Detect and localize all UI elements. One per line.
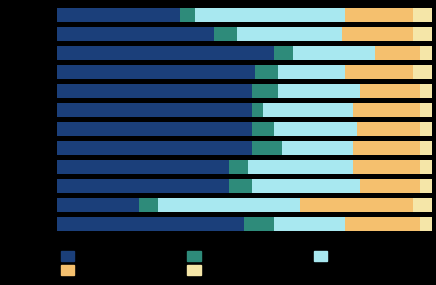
Bar bbox=[293, 46, 375, 60]
Bar bbox=[263, 103, 353, 117]
Bar bbox=[214, 27, 237, 41]
Bar bbox=[420, 84, 432, 98]
Bar bbox=[345, 8, 413, 22]
Bar bbox=[345, 65, 413, 79]
Bar bbox=[353, 141, 420, 155]
Bar bbox=[244, 217, 274, 231]
Bar bbox=[274, 122, 357, 136]
Bar bbox=[420, 103, 432, 117]
Bar bbox=[420, 141, 432, 155]
Bar bbox=[361, 179, 420, 193]
Bar bbox=[274, 46, 293, 60]
Bar bbox=[57, 46, 274, 60]
Bar bbox=[252, 84, 278, 98]
Bar bbox=[57, 141, 252, 155]
Bar bbox=[57, 198, 139, 212]
Bar bbox=[57, 217, 244, 231]
Bar bbox=[195, 8, 345, 22]
Bar bbox=[229, 160, 248, 174]
Bar bbox=[420, 46, 432, 60]
Bar bbox=[139, 198, 158, 212]
Bar bbox=[353, 103, 420, 117]
Bar bbox=[357, 122, 420, 136]
Bar bbox=[375, 46, 420, 60]
Bar bbox=[278, 84, 361, 98]
Bar bbox=[274, 217, 345, 231]
Bar bbox=[252, 179, 361, 193]
Bar bbox=[57, 8, 181, 22]
Bar bbox=[413, 8, 432, 22]
Bar bbox=[252, 103, 263, 117]
Bar bbox=[57, 27, 214, 41]
Bar bbox=[57, 103, 252, 117]
Bar bbox=[229, 179, 252, 193]
Bar bbox=[420, 179, 432, 193]
Bar bbox=[361, 84, 420, 98]
Bar bbox=[255, 65, 278, 79]
Bar bbox=[345, 217, 420, 231]
Bar bbox=[413, 198, 432, 212]
Bar bbox=[158, 198, 300, 212]
Bar bbox=[420, 217, 432, 231]
Bar bbox=[248, 160, 353, 174]
Bar bbox=[237, 27, 342, 41]
Bar bbox=[413, 65, 432, 79]
Bar bbox=[57, 160, 229, 174]
Bar bbox=[57, 179, 229, 193]
Bar bbox=[420, 160, 432, 174]
Bar bbox=[300, 198, 413, 212]
Bar bbox=[252, 122, 274, 136]
Bar bbox=[57, 122, 252, 136]
Bar bbox=[282, 141, 353, 155]
Bar bbox=[252, 141, 282, 155]
Bar bbox=[353, 160, 420, 174]
Bar bbox=[181, 8, 195, 22]
Bar bbox=[342, 27, 413, 41]
Bar bbox=[278, 65, 345, 79]
Bar bbox=[413, 27, 432, 41]
Bar bbox=[420, 122, 432, 136]
Bar bbox=[57, 84, 252, 98]
Bar bbox=[57, 65, 255, 79]
